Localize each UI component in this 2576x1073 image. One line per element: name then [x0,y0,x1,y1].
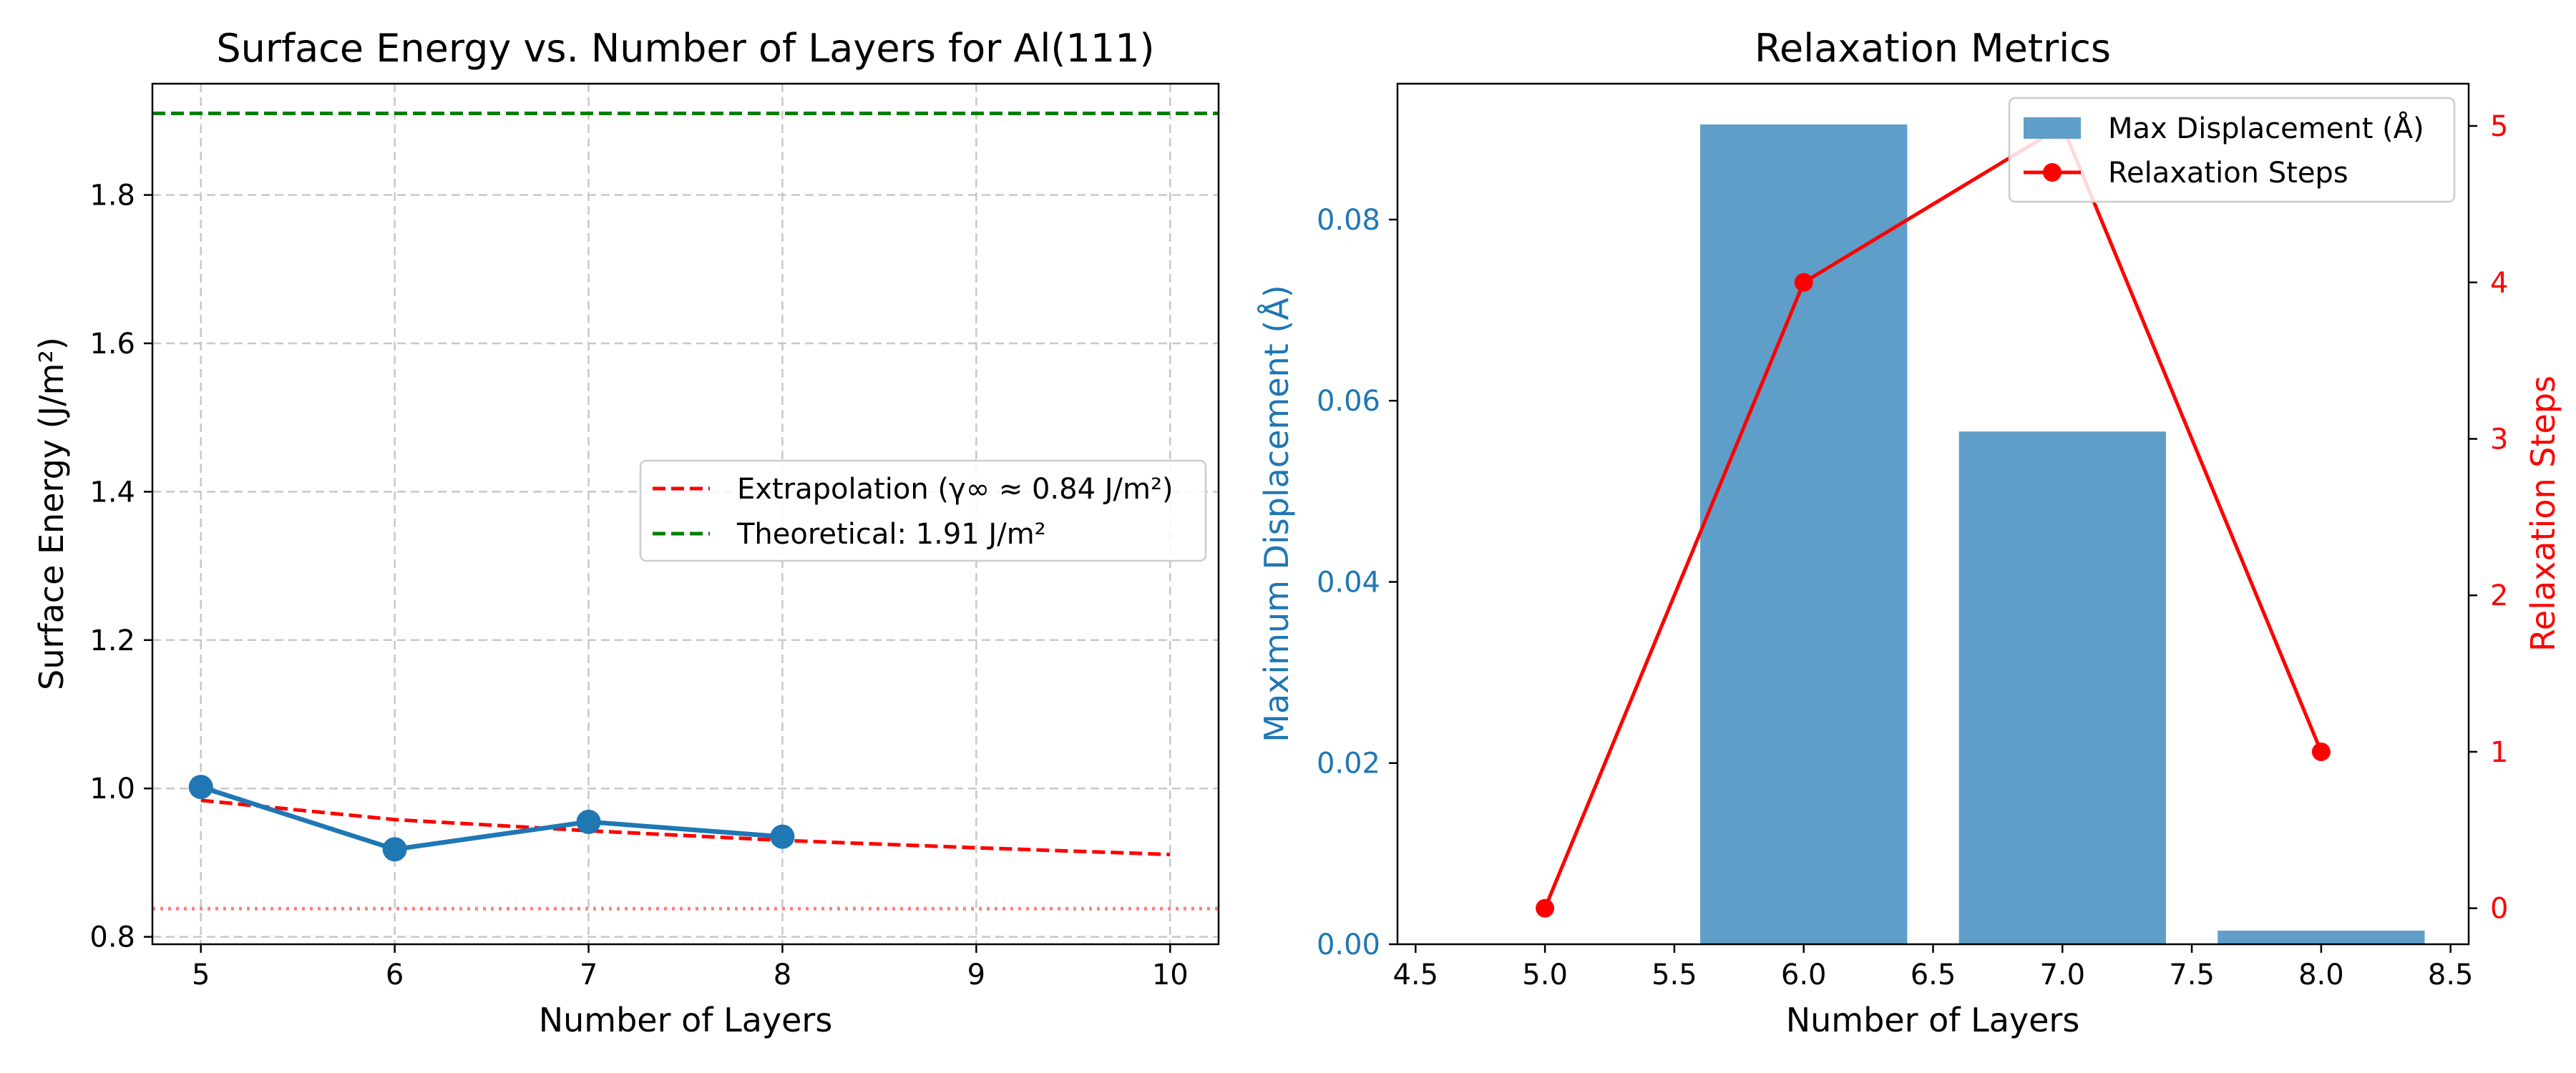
right-right-y-tick-label: 3 [2490,423,2508,456]
left-y-tick-label: 0.8 [89,921,135,954]
left-x-tick-label: 6 [386,959,404,991]
relaxation-steps-point [2311,742,2331,761]
legend-relaxation-steps-label: Relaxation Steps [2108,157,2348,190]
right-bars [1700,124,2425,944]
max-displacement-bar [1958,431,2166,944]
extrapolation-line [200,798,1171,857]
right-left-y-tick-label: 0.06 [1317,385,1380,418]
right-x-tick-label: 5.5 [1652,959,1697,991]
legend-extrapolation-label: Extrapolation (γ∞ ≈ 0.84 J/m²) [737,473,1174,506]
left-x-axis-label: Number of Layers [539,1001,833,1039]
right-x-tick-label: 6.0 [1781,959,1827,991]
max-displacement-bar [1700,124,1908,944]
right-steps-line [1543,124,2323,909]
legend-max-displacement-label: Max Displacement (Å) [2108,111,2424,145]
right-x-tick-label: 6.5 [1911,959,1956,991]
right-x-ticks: 4.5 5.0 5.5 6.0 6.5 7.0 7.5 8.0 8.5 [1392,944,2474,991]
right-legend: Max Displacement (Å) Relaxation Steps [2008,97,2456,203]
surface-energy-chart: 5 6 7 8 9 10 0.8 1.0 1.2 1.4 1.6 1.8 Surface Energ… [32,26,1220,1039]
left-x-tick-label: 8 [774,959,791,991]
left-y-tick-label: 1.8 [89,180,135,212]
left-y-ticks: 0.8 1.0 1.2 1.4 1.6 1.8 [89,180,152,954]
left-y-tick-label: 1.4 [89,476,135,509]
right-left-y-ticks: 0.00 0.02 0.04 0.06 0.08 [1317,204,1397,961]
right-right-y-tick-label: 0 [2490,893,2508,926]
relaxation-steps-point [1536,898,1555,918]
left-y-axis-label: Surface Energy (J/m²) [32,337,71,690]
right-x-tick-label: 5.0 [1522,959,1568,991]
right-right-y-axis-label: Relaxation Steps [2524,376,2562,652]
legend-relaxation-steps-marker [2043,163,2062,182]
right-left-y-axis-label: Maximum Displacement (Å) [1257,285,1296,743]
right-x-tick-label: 4.5 [1392,959,1438,991]
left-chart-title: Surface Energy vs. Number of Layers for … [216,26,1154,71]
surface-energy-point [188,775,213,800]
left-y-tick-label: 1.6 [89,328,135,361]
right-left-y-tick-label: 0.02 [1317,748,1380,780]
right-legend-box [2008,97,2456,203]
right-right-y-tick-label: 1 [2490,736,2508,769]
right-right-y-tick-label: 5 [2490,110,2508,143]
right-x-tick-label: 7.5 [2169,959,2215,991]
right-x-tick-label: 8.5 [2428,959,2474,991]
surface-energy-point [382,837,407,862]
right-right-y-ticks: 0 1 2 3 4 5 [2469,110,2508,926]
max-displacement-bar [2218,931,2425,944]
left-x-tick-label: 5 [192,959,210,991]
right-chart-title: Relaxation Metrics [1755,26,2111,71]
right-x-tick-label: 7.0 [2039,959,2085,991]
left-plot-lines [152,111,1219,911]
legend-max-displacement-swatch [2024,117,2081,139]
left-x-tick-label: 9 [967,959,985,991]
right-right-y-tick-label: 2 [2490,579,2508,612]
legend-theoretical-label: Theoretical: 1.91 J/m² [736,518,1046,551]
right-x-axis-label: Number of Layers [1786,1001,2080,1039]
relaxation-steps-line [1543,124,2323,909]
left-x-tick-label: 7 [580,959,597,991]
left-legend-box [639,459,1207,562]
left-plot-frame [151,82,1220,946]
left-x-ticks: 5 6 7 8 9 10 [192,944,1189,991]
right-left-y-tick-label: 0.08 [1317,204,1380,237]
right-right-y-tick-label: 4 [2490,267,2508,300]
surface-energy-line [200,785,783,852]
relaxation-metrics-chart: 4.5 5.0 5.5 6.0 6.5 7.0 7.5 8.0 8.5 0.00 0.02 0.04… [1257,26,2562,1039]
left-data-points [188,775,795,862]
right-left-y-tick-label: 0.04 [1317,566,1380,599]
right-x-tick-label: 8.0 [2298,959,2344,991]
surface-energy-point [770,824,795,849]
surface-energy-point [576,809,601,834]
left-legend: Extrapolation (γ∞ ≈ 0.84 J/m²) Theoretic… [639,459,1207,562]
left-y-tick-label: 1.0 [89,773,135,805]
left-x-tick-label: 10 [1152,959,1189,991]
relaxation-steps-point [1794,273,1813,292]
left-y-tick-label: 1.2 [89,624,135,657]
right-left-y-tick-label: 0.00 [1317,929,1380,961]
